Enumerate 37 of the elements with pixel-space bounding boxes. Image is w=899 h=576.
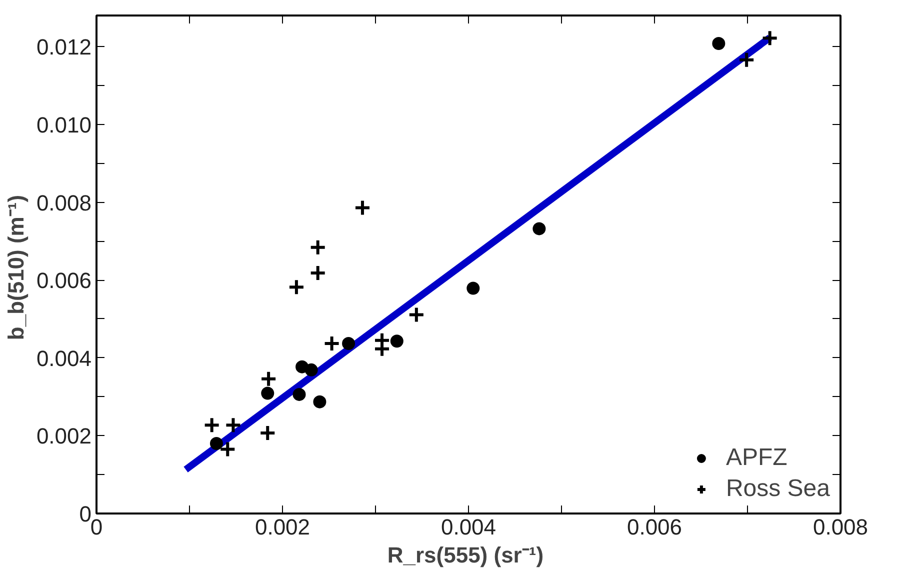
point [288,278,305,296]
point [224,416,242,434]
point [259,424,276,442]
point [260,370,278,388]
point [390,334,404,348]
point [712,37,726,50]
point [219,440,236,458]
point [304,363,318,376]
x-tick-label: 0.008 [812,514,868,540]
y-tick-label: 0.002 [36,424,92,449]
point [466,282,480,295]
y-tick-label: 0.008 [36,190,92,216]
point [738,51,756,68]
y-tick-label: 0.012 [36,34,92,60]
x-tick-label: 0.004 [440,514,496,540]
point [532,222,546,236]
point [292,388,306,401]
point [354,199,371,216]
point [313,395,326,408]
point [309,264,326,282]
point [408,306,425,324]
legend-label: APFZ [726,444,788,472]
x-axis-title: R_rs(555) (sr⁻¹) [387,542,544,568]
point [210,436,223,450]
x-tick-label: 0.006 [626,514,682,540]
legend-label: Ross Sea [726,475,830,503]
point [323,334,340,352]
y-axis-title: b_b(510) (m⁻¹) [3,194,28,340]
x-tick-label: 0.002 [254,514,310,540]
y-tick-label: 0.006 [36,268,92,294]
point [761,30,778,47]
point [309,238,326,256]
text: 0.010 [36,112,92,138]
point [342,336,356,350]
point [261,386,274,400]
y-tick-label: 0.004 [36,346,92,371]
point [203,416,220,434]
